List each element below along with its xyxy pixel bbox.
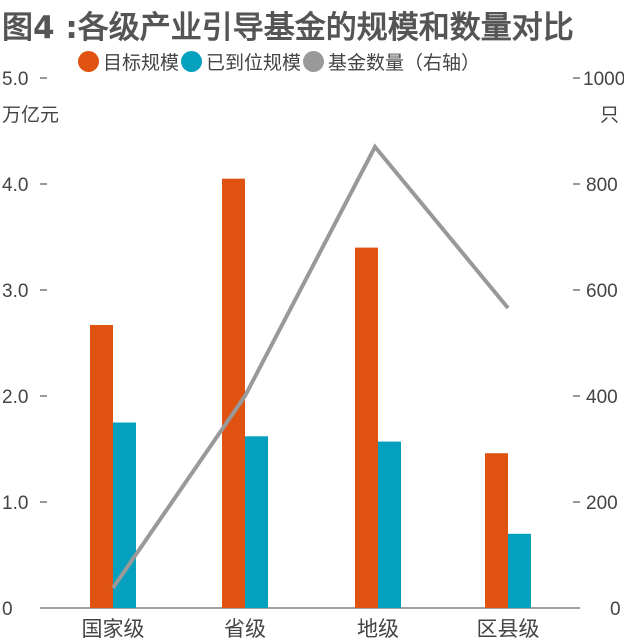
legend-swatch-count bbox=[303, 51, 325, 72]
right-tick-label: 200 bbox=[586, 493, 618, 514]
legend-label: 目标规模 bbox=[103, 52, 180, 74]
x-category-label: 地级 bbox=[357, 617, 399, 641]
legend-item-actual: 已到位规模 bbox=[181, 48, 301, 75]
bar-target bbox=[90, 324, 113, 608]
legend-item-target: 目标规模 bbox=[78, 48, 179, 75]
x-category-label: 区县级 bbox=[477, 617, 540, 641]
right-tick-label: 0 bbox=[610, 599, 621, 620]
bar-target bbox=[222, 178, 245, 608]
bar-target bbox=[485, 453, 508, 608]
bar-actual bbox=[378, 441, 401, 608]
right-tick-label: 1000 bbox=[583, 69, 624, 90]
right-tick-label: 800 bbox=[586, 175, 618, 196]
legend-swatch-actual bbox=[181, 51, 203, 72]
legend-item-count: 基金数量（右轴） bbox=[303, 48, 480, 75]
legend: 目标规模 已到位规模 基金数量（右轴） bbox=[78, 48, 482, 75]
bar-target bbox=[355, 247, 378, 608]
right-tick-label: 400 bbox=[586, 387, 618, 408]
x-category-label: 国家级 bbox=[82, 617, 145, 641]
bar-actual bbox=[245, 436, 268, 608]
left-tick-label: 3.0 bbox=[2, 281, 28, 302]
left-tick-label: 0 bbox=[2, 599, 13, 620]
legend-swatch-target bbox=[78, 51, 99, 72]
legend-label: 已到位规模 bbox=[206, 52, 302, 74]
right-tick-label: 600 bbox=[586, 281, 618, 302]
chart-title: 图4 :各级产业引导基金的规模和数量对比 bbox=[2, 10, 574, 46]
legend-label: 基金数量（右轴） bbox=[328, 52, 481, 74]
left-tick-label: 1.0 bbox=[2, 493, 28, 514]
left-axis-unit: 万亿元 bbox=[2, 104, 60, 126]
right-axis-unit: 只 bbox=[600, 104, 620, 126]
left-tick-label: 4.0 bbox=[2, 175, 28, 196]
left-tick-label: 2.0 bbox=[2, 387, 28, 408]
left-tick-label: 5.0 bbox=[2, 69, 28, 90]
line-fund-count bbox=[111, 143, 510, 589]
x-category-label: 省级 bbox=[224, 617, 266, 641]
bar-actual bbox=[508, 533, 531, 608]
